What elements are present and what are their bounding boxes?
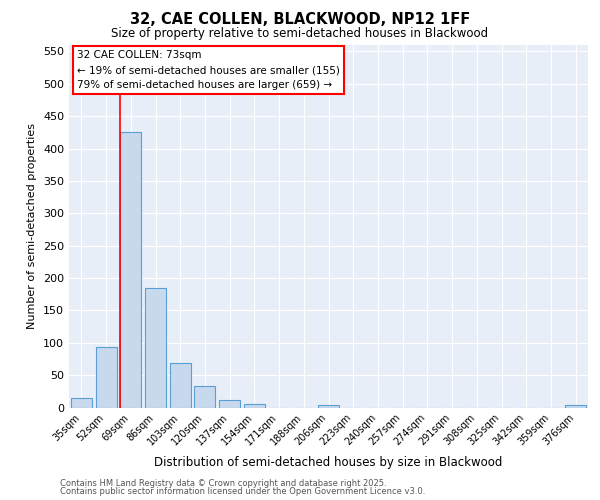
Bar — [145, 288, 166, 408]
Bar — [565, 405, 586, 407]
Bar — [170, 364, 191, 408]
Text: Size of property relative to semi-detached houses in Blackwood: Size of property relative to semi-detach… — [112, 28, 488, 40]
Bar — [318, 405, 339, 407]
X-axis label: Distribution of semi-detached houses by size in Blackwood: Distribution of semi-detached houses by … — [154, 456, 503, 468]
Bar — [71, 398, 92, 407]
Bar — [219, 400, 240, 407]
Text: Contains public sector information licensed under the Open Government Licence v3: Contains public sector information licen… — [60, 487, 425, 496]
Text: 32, CAE COLLEN, BLACKWOOD, NP12 1FF: 32, CAE COLLEN, BLACKWOOD, NP12 1FF — [130, 12, 470, 28]
Bar — [95, 348, 116, 408]
Y-axis label: Number of semi-detached properties: Number of semi-detached properties — [28, 123, 37, 329]
Bar — [120, 132, 141, 407]
Text: Contains HM Land Registry data © Crown copyright and database right 2025.: Contains HM Land Registry data © Crown c… — [60, 478, 386, 488]
Text: 32 CAE COLLEN: 73sqm
← 19% of semi-detached houses are smaller (155)
79% of semi: 32 CAE COLLEN: 73sqm ← 19% of semi-detac… — [77, 50, 340, 90]
Bar — [244, 404, 265, 407]
Bar — [194, 386, 215, 407]
